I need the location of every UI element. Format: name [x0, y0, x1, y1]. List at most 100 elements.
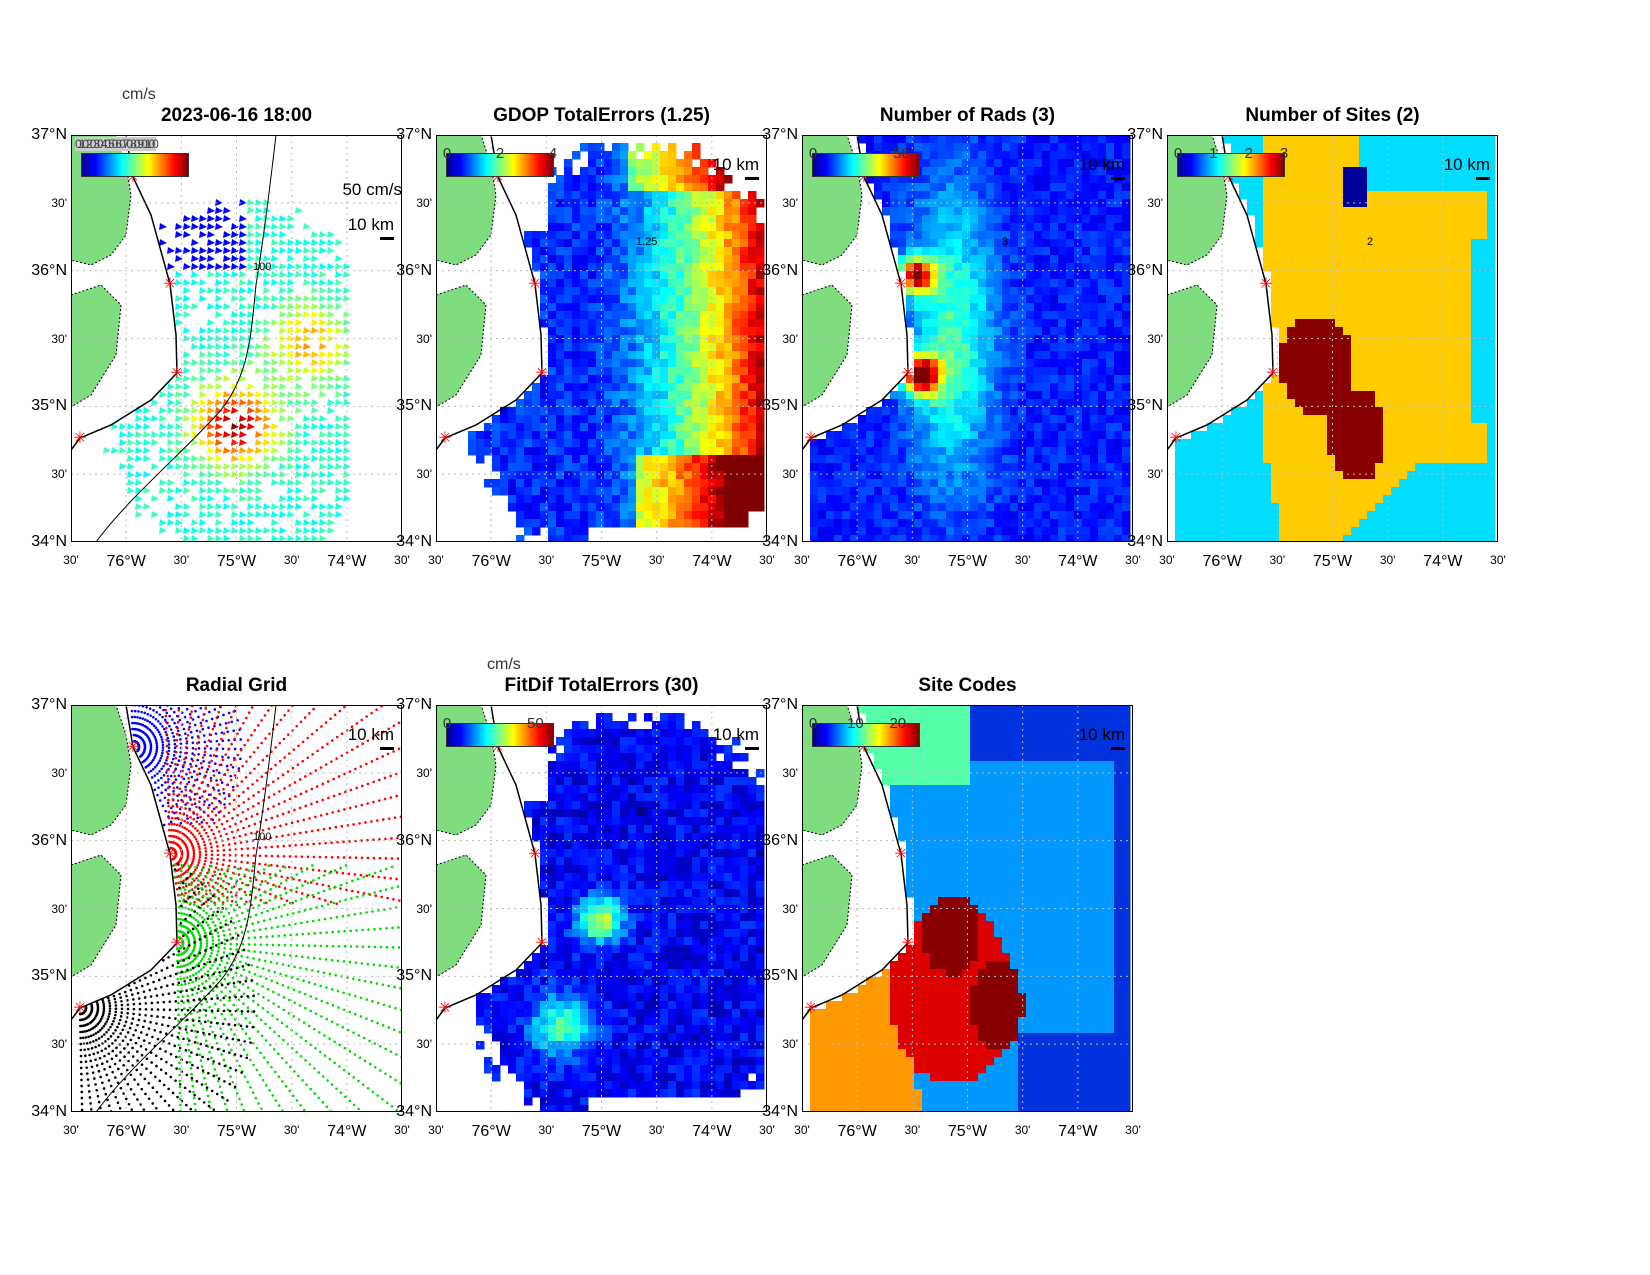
grid-cell	[596, 343, 605, 352]
current-vector	[295, 519, 303, 526]
xtick-label: 75°W	[216, 553, 257, 570]
current-vector	[183, 383, 191, 390]
grid-cell	[660, 175, 669, 184]
grid-cell	[1050, 511, 1059, 520]
grid-cell	[994, 135, 1003, 144]
grid-cell	[1431, 215, 1440, 224]
grid-cell	[1082, 271, 1091, 280]
grid-cell	[1455, 239, 1464, 248]
grid-cell	[556, 199, 565, 208]
grid-cell	[516, 455, 525, 464]
grid-cell	[1034, 151, 1043, 160]
grid-cell	[970, 431, 979, 440]
grid-cell	[1074, 295, 1083, 304]
current-vector	[215, 431, 223, 438]
grid-cell	[1359, 263, 1368, 272]
grid-cell	[962, 215, 971, 224]
grid-cell	[1295, 183, 1304, 192]
current-vector	[319, 511, 327, 518]
grid-cell	[962, 271, 971, 280]
grid-cell	[1066, 247, 1075, 256]
grid-cell	[1359, 311, 1368, 320]
grid-cell	[1335, 191, 1344, 200]
grid-cell	[692, 311, 701, 320]
grid-cell	[962, 255, 971, 264]
grid-cell	[1327, 375, 1336, 384]
grid-cell	[866, 471, 875, 480]
current-vector	[247, 407, 255, 414]
grid-cell	[756, 447, 765, 456]
grid-cell	[978, 255, 987, 264]
current-vector	[295, 383, 303, 390]
grid-cell	[1423, 327, 1432, 336]
grid-cell	[1050, 487, 1059, 496]
grid-cell	[906, 495, 915, 504]
grid-cell	[1271, 319, 1280, 328]
grid-cell	[1066, 279, 1075, 288]
grid-cell	[1391, 231, 1400, 240]
grid-cell	[732, 343, 741, 352]
grid-cell	[548, 519, 557, 528]
grid-cell	[1010, 359, 1019, 368]
grid-cell	[556, 471, 565, 480]
current-vector	[319, 439, 327, 446]
current-vector	[223, 287, 231, 294]
grid-cell	[1098, 175, 1107, 184]
grid-cell	[492, 463, 501, 472]
grid-cell	[1399, 327, 1408, 336]
grid-cell	[1074, 399, 1083, 408]
grid-cell	[1455, 175, 1464, 184]
grid-cell	[930, 487, 939, 496]
grid-cell	[1042, 255, 1051, 264]
grid-cell	[986, 271, 995, 280]
grid-cell	[930, 135, 939, 144]
grid-cell	[1303, 383, 1312, 392]
current-vector	[151, 399, 159, 406]
grid-cell	[1002, 175, 1011, 184]
grid-cell	[1106, 215, 1115, 224]
grid-cell	[1375, 327, 1384, 336]
current-vector	[199, 519, 207, 526]
grid-cell	[1271, 407, 1280, 416]
grid-cell	[1026, 519, 1035, 528]
grid-cell	[898, 231, 907, 240]
grid-cell	[628, 223, 637, 232]
grid-cell	[946, 175, 955, 184]
grid-cell	[572, 447, 581, 456]
grid-cell	[1066, 399, 1075, 408]
grid-cell	[1447, 223, 1456, 232]
grid-cell	[1058, 495, 1067, 504]
grid-cell	[628, 391, 637, 400]
grid-cell	[1407, 183, 1416, 192]
grid-cell	[1311, 247, 1320, 256]
grid-cell	[1010, 343, 1019, 352]
grid-cell	[1114, 455, 1123, 464]
current-vector	[239, 351, 247, 358]
ytick-label: 30'	[51, 331, 67, 346]
grid-cell	[1311, 143, 1320, 152]
grid-cell	[914, 247, 923, 256]
grid-cell	[1391, 175, 1400, 184]
grid-cell	[834, 479, 843, 488]
grid-cell	[1327, 167, 1336, 176]
grid-cell	[1455, 223, 1464, 232]
grid-cell	[1311, 183, 1320, 192]
grid-cell	[1383, 207, 1392, 216]
grid-cell	[1074, 319, 1083, 328]
grid-cell	[938, 487, 947, 496]
grid-cell	[1455, 375, 1464, 384]
grid-cell	[604, 191, 613, 200]
grid-cell	[962, 391, 971, 400]
grid-cell	[1455, 159, 1464, 168]
current-vector	[183, 231, 191, 238]
current-vector	[303, 343, 311, 350]
grid-cell	[1082, 479, 1091, 488]
grid-cell	[946, 159, 955, 168]
grid-cell	[756, 263, 765, 272]
grid-cell	[1375, 183, 1384, 192]
current-vector	[247, 503, 255, 510]
grid-cell	[1487, 383, 1496, 392]
grid-cell	[1407, 223, 1416, 232]
grid-cell	[572, 191, 581, 200]
grid-cell	[1327, 239, 1336, 248]
